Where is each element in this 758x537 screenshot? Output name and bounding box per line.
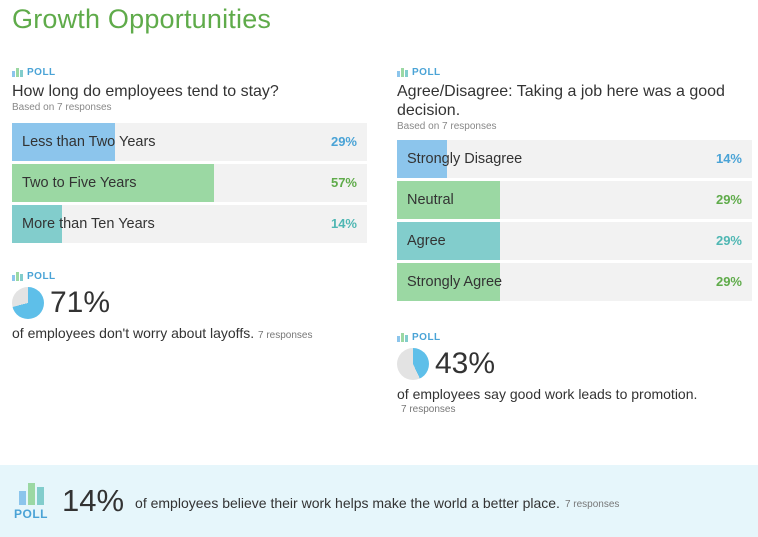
poll-option-label: Strongly Disagree [407, 151, 523, 167]
poll-option-bar [397, 222, 500, 260]
poll-tag: POLL [397, 67, 752, 78]
poll-option-percent: 29% [715, 233, 742, 248]
poll-option-bar [12, 123, 115, 161]
poll-how-long-stay: POLL How long do employees tend to stay?… [12, 67, 367, 246]
poll-options: Strongly Disagree 14% Neutral 29% Agree 29% St… [397, 140, 752, 301]
pie-chart-icon [12, 287, 44, 319]
stat-percent: 43% [435, 347, 496, 380]
poll-bars-icon [397, 333, 408, 342]
poll-option-percent: 29% [715, 274, 742, 289]
stat-layoffs: POLL 71% of employees don't worry about … [12, 271, 367, 341]
poll-badge: POLL [13, 481, 49, 521]
poll-option-row: Agree 29% [397, 222, 752, 260]
poll-options: Less than Two Years 29% Two to Five Years 5… [12, 123, 367, 243]
banner-responses: 7 responses [564, 498, 620, 510]
poll-option-bar [12, 164, 215, 202]
poll-good-decision: POLL Agree/Disagree: Taking a job here w… [397, 67, 752, 304]
poll-based-on: Based on 7 responses [397, 121, 497, 132]
poll-based-on: Based on 7 responses [12, 102, 112, 113]
banner-percent: 14% [62, 483, 125, 518]
stat-text: of employees don't worry about layoffs. [12, 325, 255, 341]
poll-bars-icon [12, 68, 23, 77]
poll-option-row: More than Ten Years 14% [12, 205, 367, 243]
world-impact-banner: POLL 14% of employees believe their work… [0, 465, 758, 537]
stat-promotion: POLL 43% of employees say good work lead… [397, 332, 752, 415]
poll-question: Agree/Disagree: Taking a job here was a … [397, 83, 725, 119]
page-title: Growth Opportunities [12, 4, 272, 34]
pie-chart-icon [397, 348, 429, 380]
poll-option-label: Strongly Agree [407, 274, 503, 290]
stat-responses: 7 responses [401, 404, 456, 415]
poll-option-label: Two to Five Years [22, 175, 137, 191]
poll-tag: POLL [397, 332, 752, 343]
poll-option-percent: 57% [330, 175, 357, 190]
poll-tag-label: POLL [412, 67, 441, 78]
poll-tag-label: POLL [27, 67, 56, 78]
poll-option-row: Less than Two Years 29% [12, 123, 367, 161]
poll-option-label: More than Ten Years [22, 216, 155, 232]
poll-option-percent: 29% [330, 134, 357, 149]
poll-badge-label: POLL [14, 507, 48, 521]
banner-text: of employees believe their work helps ma… [135, 495, 560, 511]
poll-tag: POLL [12, 67, 367, 78]
poll-question: How long do employees tend to stay? [12, 83, 279, 100]
poll-bars-icon [18, 481, 44, 505]
poll-option-label: Neutral [407, 192, 454, 208]
poll-option-bar [12, 205, 62, 243]
stat-responses: 7 responses [258, 330, 313, 341]
poll-option-label: Less than Two Years [22, 134, 156, 150]
poll-option-row: Strongly Disagree 14% [397, 140, 752, 178]
poll-option-row: Two to Five Years 57% [12, 164, 367, 202]
poll-tag-label: POLL [412, 332, 441, 343]
poll-option-row: Strongly Agree 29% [397, 263, 752, 301]
poll-option-label: Agree [407, 233, 446, 249]
poll-bars-icon [12, 272, 23, 281]
poll-option-bar [397, 181, 500, 219]
poll-tag: POLL [12, 271, 367, 282]
poll-option-bar [397, 263, 500, 301]
stat-text: of employees say good work leads to prom… [397, 386, 698, 402]
poll-option-percent: 14% [330, 216, 357, 231]
poll-option-percent: 14% [715, 151, 742, 166]
poll-option-row: Neutral 29% [397, 181, 752, 219]
poll-tag-label: POLL [27, 271, 56, 282]
poll-option-bar [397, 140, 447, 178]
poll-option-percent: 29% [715, 192, 742, 207]
stat-percent: 71% [50, 286, 111, 319]
poll-bars-icon [397, 68, 408, 77]
stat-description: of employees don't worry about layoffs. … [12, 325, 367, 341]
